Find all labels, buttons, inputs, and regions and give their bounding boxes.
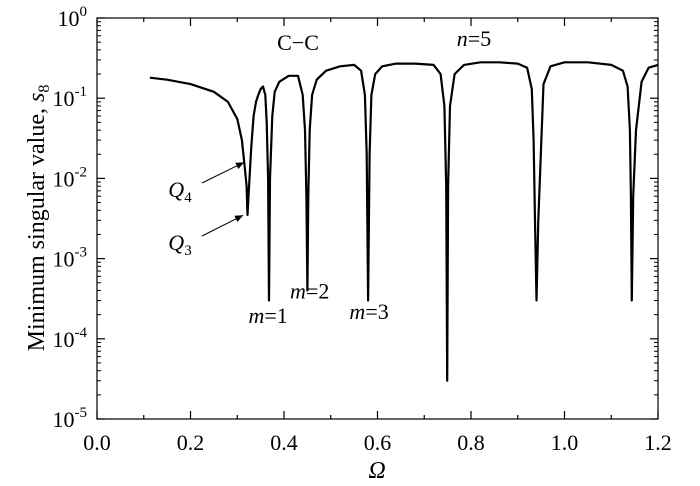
y-axis-label-subscript: 8: [36, 85, 53, 93]
mode-label-var: m: [248, 303, 264, 328]
x-tick-label: 0.8: [457, 430, 485, 455]
y-axis-label: Minimum singular value, s8: [24, 85, 53, 352]
title-right: n=5: [457, 26, 491, 51]
title-right-var: n: [457, 26, 468, 51]
mode-label-var: m: [349, 299, 365, 324]
y-tick-label: 100: [58, 4, 88, 31]
series-line: [149, 61, 659, 382]
point-label-4: Q4: [168, 177, 192, 206]
y-tick-base: 10: [53, 327, 75, 352]
mode-label-1: m=1: [248, 303, 287, 328]
y-tick-label: 10-2: [53, 164, 88, 191]
y-tick-label: 10-4: [53, 325, 88, 352]
y-axis-label-text: Minimum singular value,: [24, 102, 50, 351]
y-tick-base: 10: [53, 407, 75, 432]
x-tick-label: 0.2: [177, 430, 205, 455]
x-tick-label: 0.6: [364, 430, 392, 455]
x-tick-labels: 0.0 0.2 0.4 0.6 0.8 1.0 1.2: [83, 430, 672, 455]
y-tick-exponent: -1: [75, 84, 88, 100]
y-tick-base: 10: [58, 6, 80, 31]
x-tick-label: 0.4: [270, 430, 298, 455]
title-right-val: =5: [468, 26, 491, 51]
y-tick-label: 10-3: [53, 245, 88, 272]
y-tick-label: 10-5: [53, 405, 88, 432]
y-tick-base: 10: [53, 86, 75, 111]
x-tick-label: 1.2: [644, 430, 672, 455]
y-tick-label: 10-1: [53, 84, 88, 111]
mode-label-val: =3: [365, 299, 388, 324]
mode-label-val: =1: [264, 303, 287, 328]
mode-label-3: m=3: [349, 299, 388, 324]
y-tick-exponent: 0: [80, 4, 88, 20]
y-tick-exponent: -3: [75, 245, 88, 261]
point-arrow-head-3: [234, 215, 244, 223]
title-left: C−C: [277, 30, 319, 55]
point-arrow-head-4: [235, 162, 245, 170]
mode-label-val: =2: [306, 279, 329, 304]
mode-label-2: m=2: [290, 279, 329, 304]
y-axis-label-symbol: s: [24, 93, 50, 102]
point-label-sub: 3: [184, 243, 192, 259]
plot-frame: [96, 17, 659, 420]
point-label-base: Q: [168, 230, 184, 255]
y-tick-exponent: -4: [75, 325, 88, 341]
x-tick-label: 1.0: [551, 430, 579, 455]
point-label-3: Q3: [168, 230, 191, 259]
point-label-base: Q: [168, 177, 184, 202]
x-tick-label: 0.0: [83, 430, 111, 455]
x-axis-label: Ω: [368, 458, 385, 484]
point-label-sub: 4: [184, 190, 192, 206]
axis-ticks: [96, 17, 659, 420]
y-tick-base: 10: [53, 166, 75, 191]
mode-label-var: m: [290, 279, 306, 304]
y-tick-base: 10: [53, 247, 75, 272]
y-tick-exponent: -2: [75, 164, 88, 180]
y-tick-exponent: -5: [75, 405, 88, 421]
